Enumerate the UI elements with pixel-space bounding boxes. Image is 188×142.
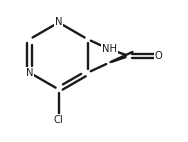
Text: N: N (55, 17, 62, 28)
Text: Cl: Cl (54, 114, 64, 125)
Text: NH: NH (102, 44, 117, 54)
Text: N: N (26, 68, 33, 78)
Text: O: O (155, 51, 162, 61)
